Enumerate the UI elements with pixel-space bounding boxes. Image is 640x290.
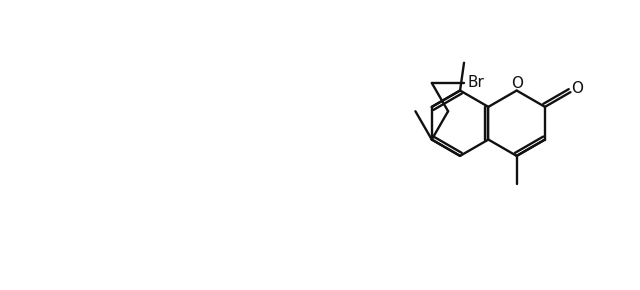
Text: O: O bbox=[572, 81, 583, 96]
Text: Br: Br bbox=[468, 75, 484, 90]
Text: O: O bbox=[511, 76, 523, 91]
